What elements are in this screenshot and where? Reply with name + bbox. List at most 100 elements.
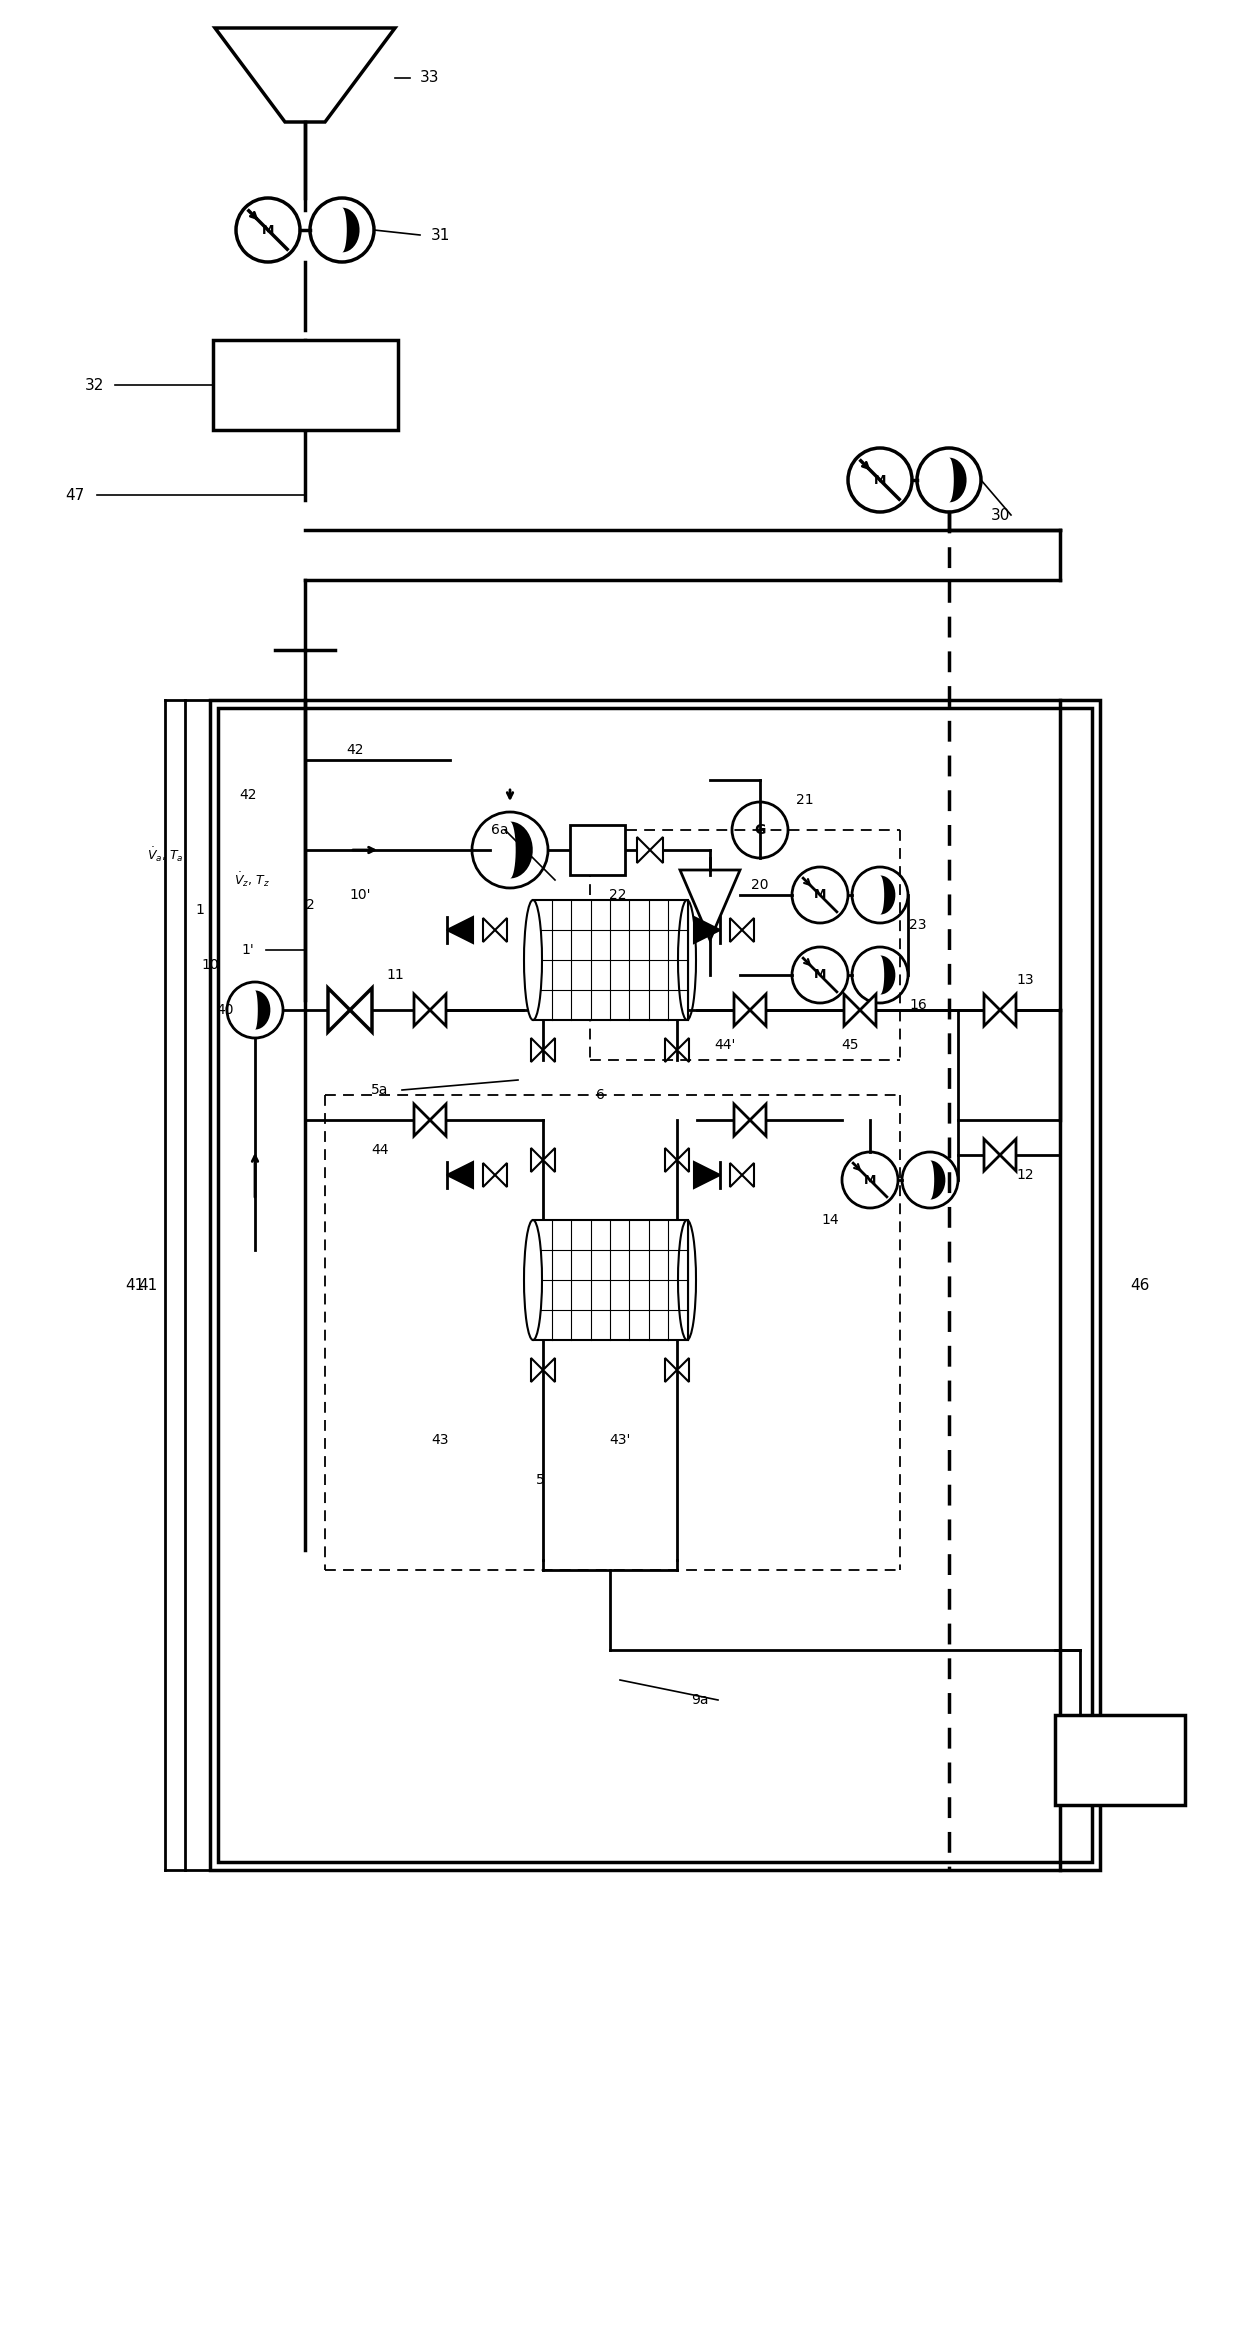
Text: 41: 41: [125, 1278, 145, 1292]
Text: $\dot{V}_z$, $T_z$: $\dot{V}_z$, $T_z$: [234, 870, 270, 889]
Text: 43': 43': [609, 1432, 631, 1446]
Polygon shape: [531, 1148, 543, 1171]
Polygon shape: [510, 821, 533, 880]
Polygon shape: [750, 994, 766, 1027]
Polygon shape: [446, 1162, 472, 1187]
Polygon shape: [414, 1104, 430, 1136]
Text: 12: 12: [1017, 1169, 1034, 1183]
Bar: [570, 826, 625, 875]
Text: M: M: [874, 474, 887, 488]
Polygon shape: [734, 994, 750, 1027]
Polygon shape: [543, 1038, 556, 1062]
Polygon shape: [742, 1162, 754, 1187]
Bar: [533, 1220, 688, 1339]
Text: 16: 16: [909, 999, 926, 1013]
Polygon shape: [730, 1162, 742, 1187]
Text: 42: 42: [346, 742, 363, 756]
Text: 43: 43: [432, 1432, 449, 1446]
Text: 44': 44': [714, 1038, 735, 1052]
Text: M: M: [813, 968, 826, 982]
Polygon shape: [677, 1358, 689, 1381]
Polygon shape: [694, 1162, 720, 1187]
Text: 46: 46: [1131, 1278, 1149, 1292]
Polygon shape: [930, 1160, 945, 1199]
Text: 20: 20: [751, 877, 769, 891]
Text: 9: 9: [1115, 1752, 1126, 1768]
Polygon shape: [350, 987, 372, 1031]
Polygon shape: [844, 994, 861, 1027]
Polygon shape: [665, 1038, 677, 1062]
Text: 21: 21: [796, 793, 813, 807]
Polygon shape: [543, 1358, 556, 1381]
Text: 10: 10: [201, 959, 218, 973]
Text: 5: 5: [536, 1472, 544, 1486]
Text: 41: 41: [139, 1278, 157, 1292]
Polygon shape: [730, 917, 742, 943]
Text: 9a: 9a: [691, 1694, 709, 1708]
Polygon shape: [694, 917, 720, 943]
Text: 47: 47: [66, 488, 84, 502]
Polygon shape: [985, 1139, 999, 1171]
Text: 45: 45: [841, 1038, 859, 1052]
Text: M: M: [262, 224, 274, 236]
Polygon shape: [446, 917, 472, 943]
Text: 11: 11: [386, 968, 404, 982]
Text: 6a: 6a: [491, 824, 508, 838]
Polygon shape: [531, 1038, 543, 1062]
Polygon shape: [484, 917, 495, 943]
Text: 1': 1': [242, 943, 254, 957]
Polygon shape: [880, 875, 895, 915]
Polygon shape: [999, 994, 1016, 1027]
Text: 10': 10': [350, 889, 371, 903]
Text: 14: 14: [821, 1213, 838, 1227]
Text: 2: 2: [305, 898, 315, 912]
Polygon shape: [742, 917, 754, 943]
Text: 5a: 5a: [371, 1083, 388, 1097]
Text: 42: 42: [239, 789, 257, 803]
Polygon shape: [430, 994, 446, 1027]
Bar: [213, 341, 398, 429]
Polygon shape: [495, 1162, 507, 1187]
Text: 30: 30: [991, 509, 1011, 523]
Polygon shape: [531, 1358, 543, 1381]
Polygon shape: [999, 1139, 1016, 1171]
Text: 40: 40: [216, 1003, 234, 1017]
Text: 23: 23: [909, 917, 926, 931]
Polygon shape: [495, 917, 507, 943]
Bar: [218, 707, 1092, 1862]
Polygon shape: [414, 994, 430, 1027]
Polygon shape: [734, 1104, 750, 1136]
Text: 31: 31: [430, 229, 450, 243]
Polygon shape: [861, 994, 875, 1027]
Polygon shape: [665, 1358, 677, 1381]
Polygon shape: [677, 1038, 689, 1062]
Polygon shape: [677, 1148, 689, 1171]
Text: G: G: [754, 824, 765, 838]
Text: M: M: [864, 1173, 877, 1187]
Text: 44: 44: [371, 1143, 389, 1157]
Polygon shape: [650, 838, 663, 863]
Polygon shape: [543, 1148, 556, 1171]
Polygon shape: [985, 994, 999, 1027]
Polygon shape: [430, 1104, 446, 1136]
Text: 22: 22: [609, 889, 626, 903]
Text: M: M: [590, 842, 604, 856]
Text: 13: 13: [1017, 973, 1034, 987]
Text: 33: 33: [420, 70, 440, 86]
Polygon shape: [255, 992, 270, 1029]
Polygon shape: [342, 208, 360, 252]
Ellipse shape: [525, 1220, 542, 1339]
Bar: [210, 700, 1100, 1871]
Bar: [1055, 1715, 1185, 1806]
Polygon shape: [637, 838, 650, 863]
Polygon shape: [665, 1148, 677, 1171]
Text: $\dot{V}_a$, $T_a$: $\dot{V}_a$, $T_a$: [146, 845, 184, 863]
Polygon shape: [880, 957, 895, 994]
Ellipse shape: [525, 901, 542, 1020]
Bar: [533, 901, 688, 1020]
Polygon shape: [750, 1104, 766, 1136]
Text: M: M: [813, 889, 826, 901]
Text: 15: 15: [541, 898, 559, 912]
Polygon shape: [329, 987, 350, 1031]
Text: 32: 32: [86, 378, 104, 392]
